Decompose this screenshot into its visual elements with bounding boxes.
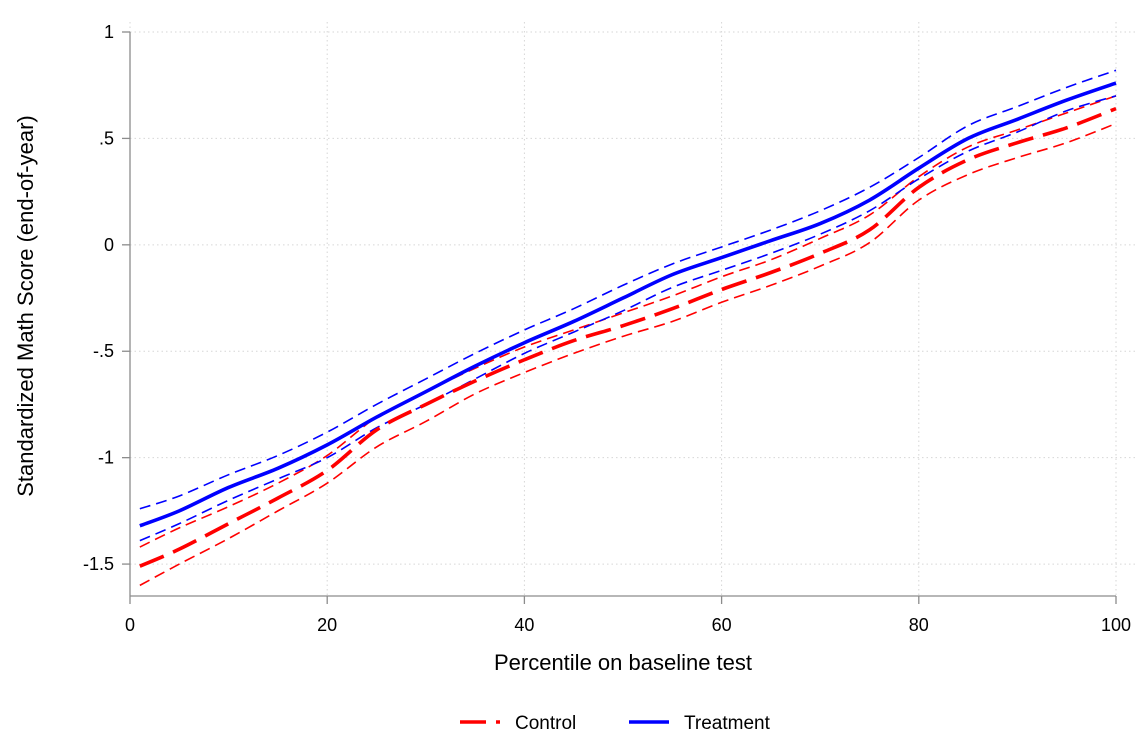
x-tick-label-2: 40: [514, 615, 534, 635]
series-lines: [139, 81, 1117, 568]
legend: Control Treatment: [460, 713, 771, 734]
y-tick-label-3: -.5: [93, 341, 114, 361]
x-tick-label-3: 60: [712, 615, 732, 635]
x-axis-title: Percentile on baseline test: [494, 650, 752, 675]
x-tick-label-5: 100: [1101, 615, 1131, 635]
treatment-ci-upper-line: [139, 69, 1117, 510]
treatment-ci-lower-line: [139, 95, 1117, 542]
treatment-series-line: [139, 81, 1117, 528]
y-tick-label-1: .5: [99, 128, 114, 148]
y-axis-title: Standardized Math Score (end-of-year): [13, 115, 38, 497]
y-tick-label-4: -1: [98, 448, 114, 468]
y-tick-label-2: 0: [104, 235, 114, 255]
confidence-bands: [139, 69, 1117, 587]
axes: 1 .5 0 -.5 -1 -1.5 0 20 40 60 80 100: [83, 22, 1131, 635]
y-tick-label-0: 1: [104, 22, 114, 42]
y-tick-label-5: -1.5: [83, 554, 114, 574]
control-ci-upper-line: [139, 95, 1117, 548]
legend-label-control: Control: [515, 713, 576, 734]
x-tick-label-1: 20: [317, 615, 337, 635]
legend-label-treatment: Treatment: [684, 713, 771, 734]
x-tick-label-0: 0: [125, 615, 135, 635]
control-series-line: [139, 106, 1117, 568]
control-ci-lower-line: [139, 122, 1117, 587]
x-tick-label-4: 80: [909, 615, 929, 635]
